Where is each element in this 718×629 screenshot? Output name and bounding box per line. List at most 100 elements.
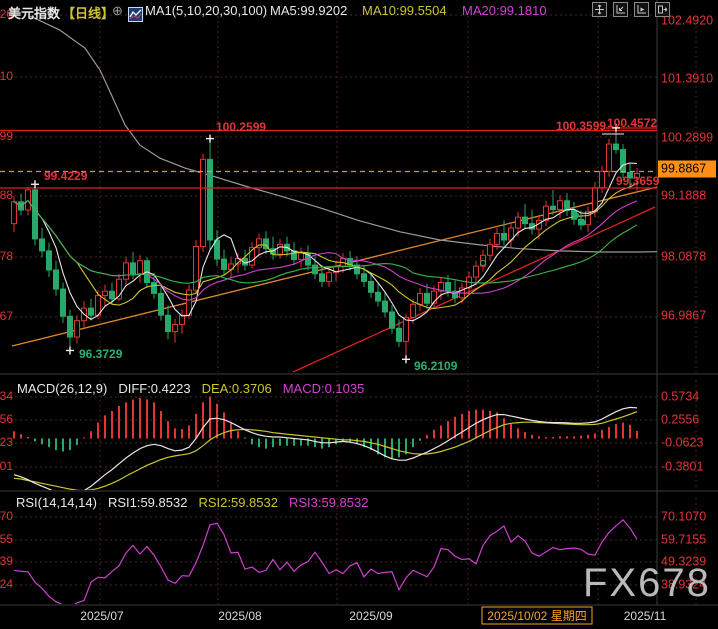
candle-body — [564, 200, 570, 212]
candle-body — [410, 303, 416, 318]
crosshair-tool-icon[interactable] — [592, 2, 607, 17]
panel-separators — [0, 0, 718, 606]
range-stats-icon[interactable] — [613, 2, 628, 17]
candle-body — [109, 290, 115, 300]
candle-body — [207, 158, 213, 241]
candle-body — [130, 262, 136, 275]
candle-body — [74, 320, 80, 338]
candle-body — [256, 238, 262, 249]
candle-body — [431, 290, 437, 304]
y-axis-label: 96.9867 — [661, 308, 706, 322]
y-axis-left-tail: 10 — [0, 69, 13, 83]
gridlines — [0, 14, 697, 604]
candle-body — [361, 273, 367, 282]
candle-body — [382, 300, 388, 313]
ma20-value: MA20:99.1810 — [462, 3, 547, 18]
y-axis-left-tail: 67 — [0, 309, 13, 323]
candle-body — [620, 149, 626, 173]
candle-body — [151, 282, 157, 294]
candle-body — [200, 158, 206, 248]
y-axis-left-tail: 24 — [0, 577, 13, 591]
collapse-icon[interactable]: ⊕ — [112, 3, 123, 18]
ma10-value: MA10:99.5504 — [362, 3, 447, 18]
macd-params: MACD(26,12,9) — [17, 381, 108, 396]
level-label: 99.3659 — [616, 174, 660, 188]
candlesticks — [11, 127, 640, 360]
last-price-box: 99.8867 — [658, 160, 716, 178]
macd-header: MACD(26,12,9) DIFF:0.4223 DEA:0.3706 MAC… — [17, 381, 364, 396]
rsi2-value: RSI2:59.8532 — [198, 495, 278, 510]
diff-line — [13, 406, 638, 490]
candle-body — [627, 171, 633, 179]
y-axis-label: 59.7155 — [661, 532, 706, 546]
ma30-line — [13, 199, 638, 284]
y-axis-label: 38.9324 — [661, 577, 706, 591]
time-axis-label: 2025/11 — [624, 609, 667, 623]
candle-body — [557, 200, 563, 210]
candle-body — [522, 216, 528, 225]
candle-body — [11, 201, 17, 225]
y-axis-label: 49.3239 — [661, 554, 706, 568]
candle-body — [67, 315, 73, 338]
candle-body — [60, 288, 66, 317]
candle-body — [424, 292, 430, 304]
candle-body — [515, 216, 521, 229]
candle-body — [312, 264, 318, 275]
candle-body — [214, 239, 220, 260]
y-axis-left-tail: 70 — [0, 509, 13, 523]
y-axis-label: -0.3801 — [661, 459, 703, 473]
rsi1-value: RSI1:59.8532 — [107, 495, 188, 510]
candle-body — [102, 290, 108, 297]
candle-body — [417, 292, 423, 305]
candle-body — [368, 280, 374, 293]
candle-body — [445, 282, 451, 292]
y-axis-label: 0.5734 — [661, 389, 699, 403]
candle-body — [389, 311, 395, 329]
y-axis-left-tail: 20 — [0, 7, 13, 21]
candle-body — [319, 273, 325, 282]
y-axis-label: -0.0623 — [661, 435, 703, 449]
rsi-header: RSI(14,14,14) RSI1:59.8532 RSI2:59.8532 … — [16, 495, 368, 510]
candle-body — [158, 292, 164, 316]
y-axis-label: 0.2556 — [661, 412, 699, 426]
y-axis-label: 70.1070 — [661, 509, 706, 523]
play-forward-icon[interactable] — [634, 2, 649, 17]
candle-body — [249, 247, 255, 266]
level-label: 100.3599 — [556, 119, 606, 133]
candle-body — [298, 252, 304, 261]
time-axis-label: 2025/09 — [349, 609, 393, 623]
ma-settings-label: MA1(5,10,20,30,100) — [145, 3, 268, 18]
extreme-markers: 99.4229 96.3729 100.2599 96.2109 100.4572 — [31, 116, 657, 373]
candle-body — [634, 173, 640, 179]
watermark: FX678 — [583, 561, 711, 605]
candle-body — [326, 272, 332, 282]
y-axis-left-tail: 34 — [0, 389, 13, 403]
rsi-line — [13, 518, 638, 604]
time-axis: 2025/07 2025/08 2025/09 2025/11 2025/10/02 星… — [80, 606, 667, 625]
candle-body — [137, 260, 143, 275]
candle-body — [46, 250, 52, 271]
extreme-label: 99.4229 — [44, 169, 88, 183]
period-label: 【日线】 — [62, 6, 115, 21]
ma5-line — [13, 162, 638, 322]
y-axis-left-tail: 78 — [0, 249, 13, 263]
rsi-panel — [13, 518, 638, 604]
rsi-params: RSI(14,14,14) — [16, 495, 97, 510]
red-support-line — [292, 206, 656, 372]
candle-body — [452, 290, 458, 299]
candle-body — [165, 314, 171, 333]
crosshair-date-label: 2025/10/02 星期四 — [487, 609, 586, 623]
candle-body — [333, 265, 339, 274]
candle-body — [193, 246, 199, 291]
rsi3-value: RSI3:59.8532 — [288, 495, 369, 510]
y-axis-labels: 102.4920 101.3910 100.2899 99.1888 98.0878 96… — [0, 7, 713, 591]
page-forward-icon[interactable] — [655, 2, 670, 17]
candle-body — [53, 269, 59, 290]
extreme-label: 96.2109 — [414, 359, 458, 373]
y-axis-label: 98.0878 — [661, 249, 706, 263]
candle-body — [438, 282, 444, 292]
candle-body — [606, 143, 612, 172]
candle-body — [88, 307, 94, 316]
candle-body — [494, 232, 500, 245]
